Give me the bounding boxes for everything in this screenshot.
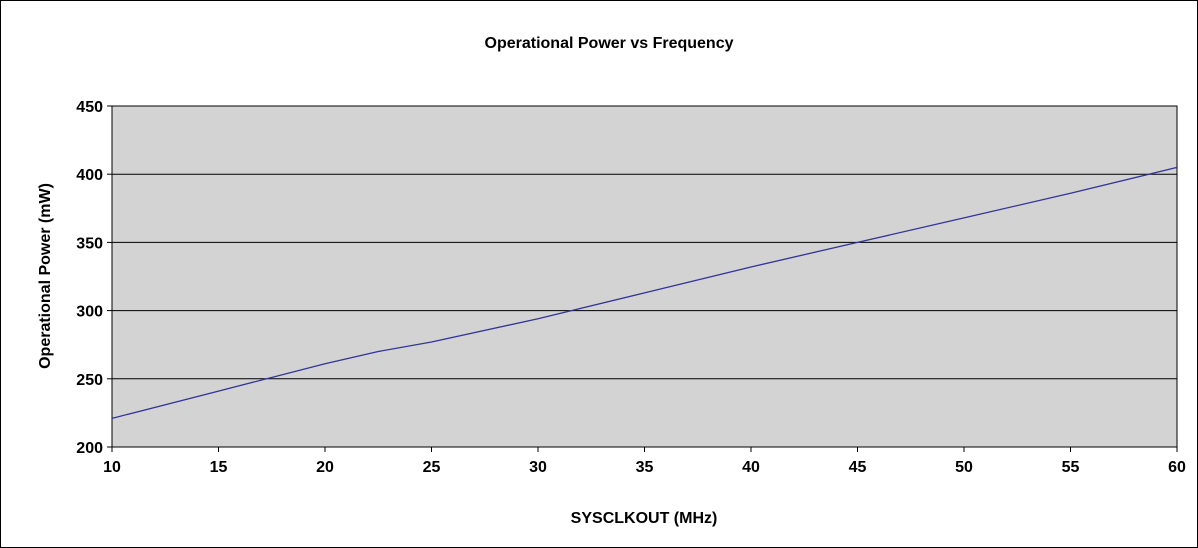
x-tick-label-50: 50 <box>955 459 973 476</box>
x-axis-label: SYSCLKOUT (MHz) <box>571 510 718 527</box>
series-line-0 <box>111 166 1178 419</box>
x-tick-label-45: 45 <box>849 459 867 476</box>
y-tick-label-350: 350 <box>76 235 103 252</box>
x-tick-label-25: 25 <box>423 459 441 476</box>
y-tick-label-300: 300 <box>76 304 103 321</box>
y-tick-label-400: 400 <box>76 167 103 184</box>
y-axis-label: Operational Power (mW) <box>37 183 54 369</box>
x-tick-label-10: 10 <box>103 459 121 476</box>
x-tick-label-15: 15 <box>210 459 228 476</box>
x-tick-label-40: 40 <box>742 459 760 476</box>
x-tick-label-60: 60 <box>1168 459 1186 476</box>
x-tick-label-35: 35 <box>636 459 654 476</box>
y-tick-label-200: 200 <box>76 440 103 457</box>
y-tick-label-450: 450 <box>76 99 103 116</box>
y-tick-label-250: 250 <box>76 372 103 389</box>
plot-area: 200 250 300 350 400 450 10 15 20 25 30 35 40 45 50 55 60 <box>76 99 1186 476</box>
plot-background <box>112 106 1177 447</box>
x-tick-label-30: 30 <box>529 459 547 476</box>
x-tick-label-20: 20 <box>316 459 334 476</box>
x-tick-label-55: 55 <box>1062 459 1080 476</box>
chart-title: Operational Power vs Frequency <box>485 35 734 52</box>
